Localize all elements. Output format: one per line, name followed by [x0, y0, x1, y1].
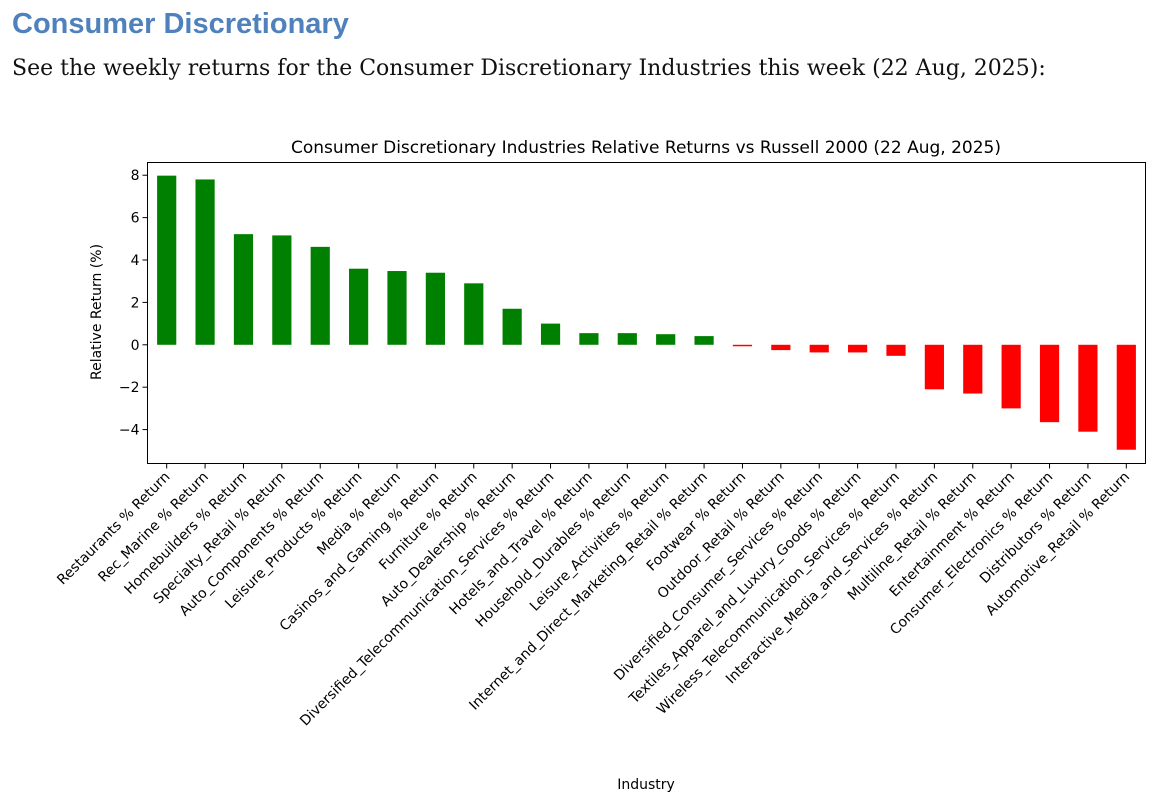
bar — [924, 344, 944, 390]
bar — [1001, 344, 1021, 409]
y-tick-label: −4 — [119, 423, 140, 439]
section-heading: Consumer Discretionary — [12, 8, 349, 40]
y-axis-label: Relative Return (%) — [89, 244, 105, 380]
bar — [963, 344, 983, 394]
bar — [310, 246, 330, 345]
bar — [656, 334, 676, 345]
bar — [886, 344, 906, 356]
y-tick-label: 2 — [131, 295, 140, 311]
y-tick-label: 4 — [131, 253, 140, 269]
bar — [771, 344, 791, 351]
bar — [464, 283, 484, 345]
bar — [502, 308, 522, 345]
bar — [425, 272, 445, 345]
bar — [233, 234, 254, 345]
intro-text: See the weekly returns for the Consumer … — [12, 56, 1046, 81]
bar — [694, 336, 714, 345]
bar — [272, 235, 292, 345]
bar — [848, 344, 868, 353]
y-tick-label: 8 — [131, 168, 140, 184]
bar — [1039, 344, 1060, 423]
bar — [732, 344, 753, 347]
y-tick-label: 6 — [131, 211, 140, 227]
bar — [617, 333, 637, 345]
bar — [1116, 344, 1136, 450]
bar — [540, 323, 561, 345]
x-axis-label: Industry — [617, 777, 675, 793]
bar — [579, 333, 599, 345]
chart-title: Consumer Discretionary Industries Relati… — [291, 138, 1001, 158]
bar — [809, 344, 829, 353]
bar — [195, 179, 215, 345]
y-tick-label: 0 — [131, 338, 140, 354]
y-tick-label: −2 — [119, 380, 140, 396]
bar — [157, 175, 177, 345]
bar — [387, 271, 407, 345]
bar — [1078, 344, 1098, 432]
bar — [349, 268, 369, 345]
axes-frame — [147, 162, 1146, 464]
